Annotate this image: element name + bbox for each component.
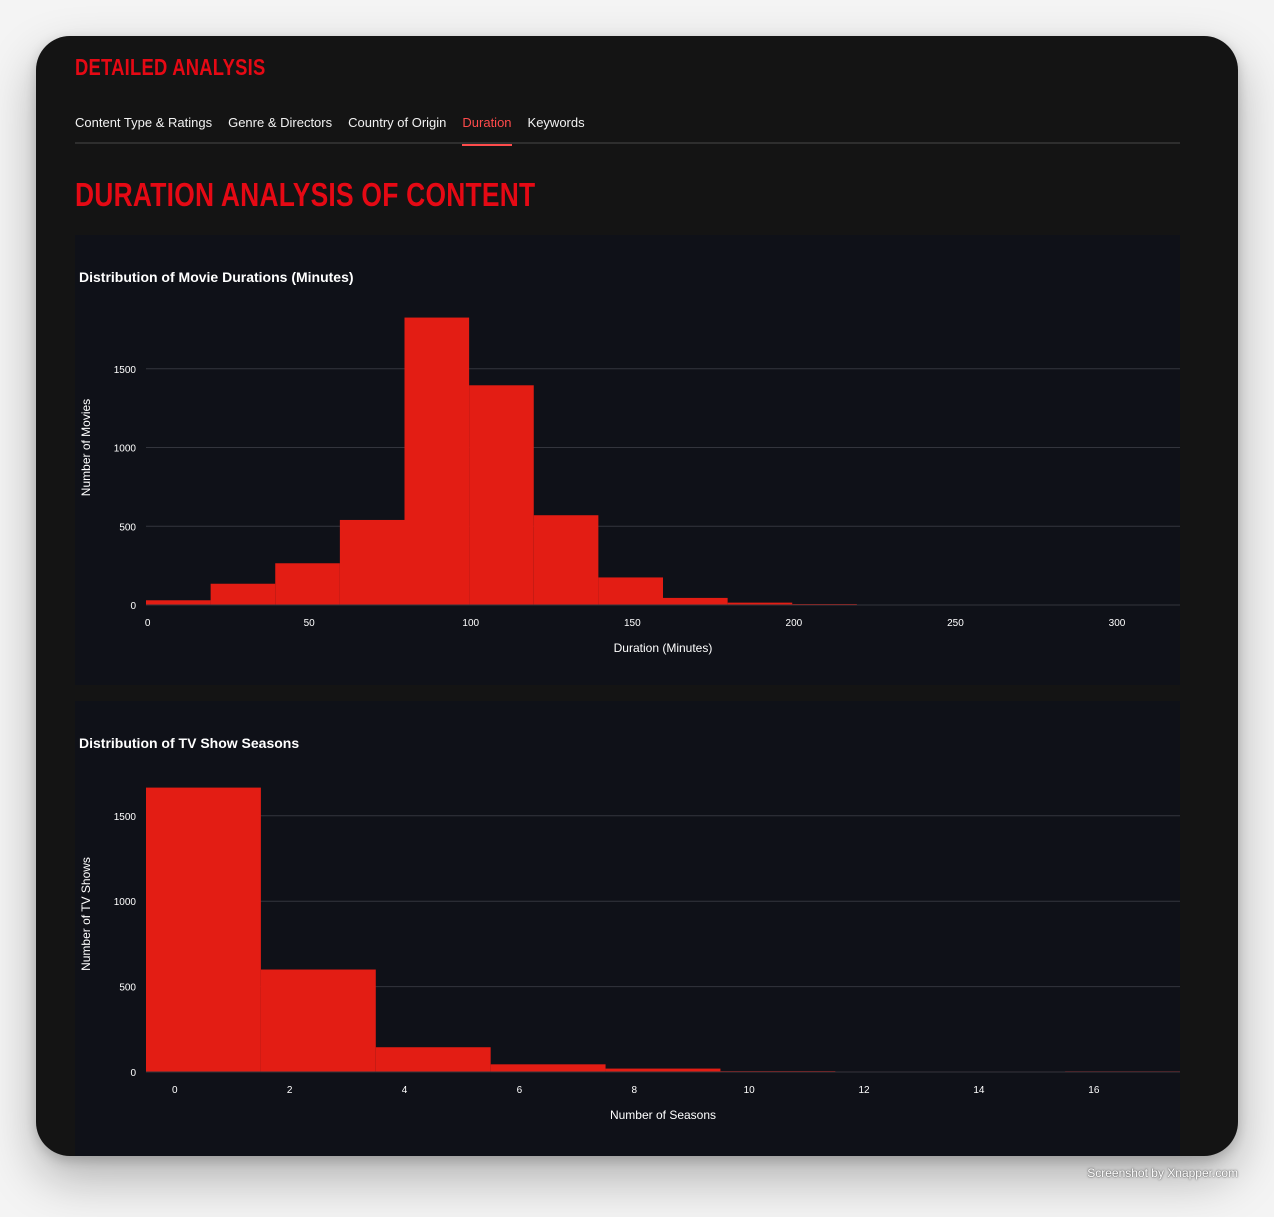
y-tick-label: 500 (119, 983, 136, 994)
histogram-bar (339, 519, 405, 605)
histogram-bar (727, 602, 793, 605)
watermark: Screenshot by Xnapper.com (1087, 1166, 1238, 1180)
tab-content-type-ratings[interactable]: Content Type & Ratings (75, 115, 213, 130)
x-tick-label: 250 (947, 618, 964, 629)
histogram-bar (260, 969, 376, 1072)
app-window: DETAILED ANALYSIS Content Type & Ratings… (36, 36, 1238, 1156)
histogram-bar (210, 583, 276, 605)
x-tick-label: 200 (786, 618, 803, 629)
x-tick-label: 4 (402, 1085, 408, 1096)
x-tick-label: 50 (304, 618, 316, 629)
x-tick-label: 2 (287, 1085, 293, 1096)
y-tick-label: 1000 (114, 444, 137, 455)
histogram-bar (146, 600, 211, 605)
movie-duration-histogram: 0 500 1000 1500 0 50 100 150 200 250 300 Duration (… (79, 317, 1180, 655)
y-axis-title: Number of Movies (79, 399, 93, 496)
x-tick-label: 6 (517, 1085, 523, 1096)
chart-title: Distribution of TV Show Seasons (79, 735, 300, 751)
histogram-bar (469, 385, 534, 605)
histogram-bar (533, 515, 599, 605)
tv-seasons-histogram: 0 500 1000 1500 0 2 4 6 8 10 12 14 16 Number of Seaso… (79, 787, 1180, 1122)
y-axis-title: Number of TV Shows (79, 857, 93, 971)
section-title: DURATION ANALYSIS OF CONTENT (75, 176, 536, 213)
tab-genre-directors[interactable]: Genre & Directors (228, 115, 333, 130)
movie-duration-chart: Distribution of Movie Durations (Minutes… (75, 235, 1180, 685)
histogram-bar (404, 317, 470, 605)
histogram-bar (605, 1068, 721, 1072)
y-tick-label: 1500 (114, 812, 137, 823)
x-tick-label: 14 (973, 1085, 985, 1096)
x-tick-label: 8 (631, 1085, 637, 1096)
y-tick-label: 0 (130, 1068, 136, 1079)
x-tick-label: 100 (462, 618, 479, 629)
y-tick-label: 1500 (114, 365, 137, 376)
tab-duration[interactable]: Duration (462, 113, 512, 146)
histogram-bar (490, 1064, 606, 1072)
x-axis-title: Duration (Minutes) (614, 641, 713, 655)
chart-title: Distribution of Movie Durations (Minutes… (79, 269, 354, 285)
x-tick-label: 150 (624, 618, 641, 629)
histogram-bar (663, 597, 728, 605)
tab-keywords[interactable]: Keywords (527, 115, 585, 130)
x-axis-title: Number of Seasons (610, 1108, 716, 1122)
tab-country-of-origin[interactable]: Country of Origin (348, 115, 447, 130)
x-tick-label: 300 (1109, 618, 1126, 629)
histogram-bar (598, 577, 663, 605)
x-tick-label: 0 (145, 618, 151, 629)
x-tick-label: 10 (744, 1085, 756, 1096)
x-tick-label: 16 (1088, 1085, 1100, 1096)
histogram-bar (375, 1047, 491, 1072)
histogram-bar (275, 563, 340, 605)
y-tick-label: 0 (130, 601, 136, 612)
y-tick-label: 500 (119, 522, 136, 533)
tab-bar: Content Type & Ratings Genre & Directors… (75, 113, 1180, 146)
histogram-bar (146, 787, 261, 1072)
x-tick-label: 0 (172, 1085, 178, 1096)
app-title: DETAILED ANALYSIS (75, 54, 266, 80)
x-tick-label: 12 (858, 1085, 870, 1096)
tv-seasons-chart: Distribution of TV Show Seasons 0 500 1000… (75, 701, 1180, 1156)
y-tick-label: 1000 (114, 897, 137, 908)
